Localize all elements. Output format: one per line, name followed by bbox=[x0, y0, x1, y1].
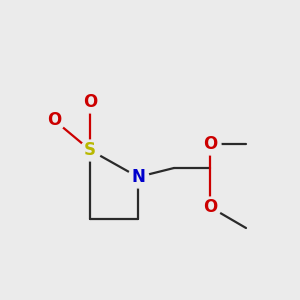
Text: O: O bbox=[83, 93, 97, 111]
Text: N: N bbox=[131, 168, 145, 186]
Text: O: O bbox=[203, 135, 217, 153]
Text: O: O bbox=[203, 198, 217, 216]
Text: S: S bbox=[84, 141, 96, 159]
Text: O: O bbox=[47, 111, 61, 129]
